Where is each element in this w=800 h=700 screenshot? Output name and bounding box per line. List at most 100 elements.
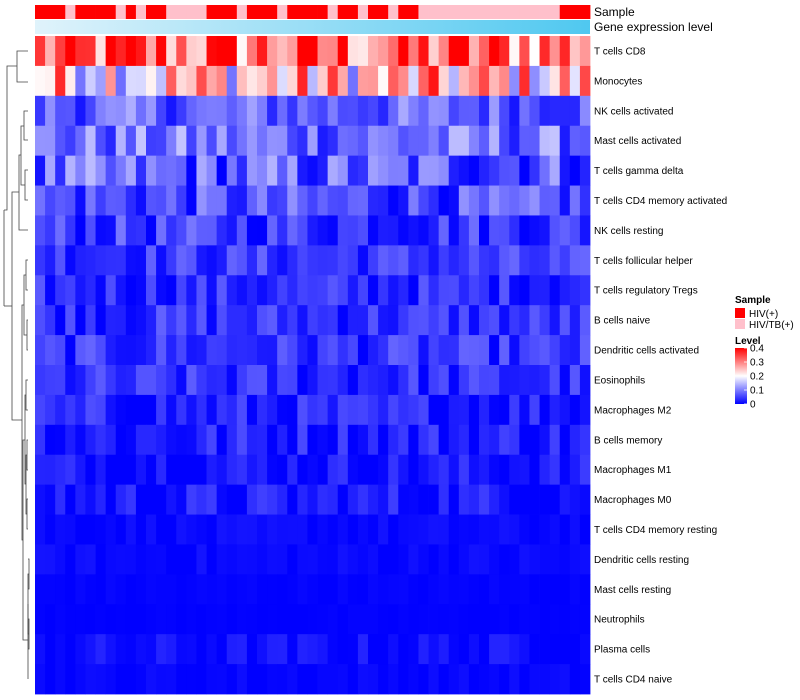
heatmap-cell	[246, 365, 258, 396]
heatmap-cell	[45, 634, 56, 665]
heatmap-cell	[186, 36, 197, 67]
heatmap-cell	[196, 65, 207, 97]
heatmap-cell	[398, 305, 409, 336]
heatmap-cell	[418, 95, 429, 127]
heatmap-cell	[216, 215, 228, 246]
heatmap-cell	[267, 544, 278, 575]
heatmap-cell	[529, 275, 540, 306]
heatmap-cell	[529, 424, 540, 456]
heatmap-cell	[357, 305, 369, 336]
heatmap-cell	[378, 335, 389, 366]
heatmap-cell	[428, 634, 440, 665]
heatmap-cell	[135, 365, 147, 396]
heatmap-cell	[347, 454, 359, 486]
heatmap-cell	[569, 95, 581, 127]
heatmap-cell	[35, 394, 46, 426]
heatmap-cell	[196, 95, 207, 127]
heatmap-cell	[509, 185, 520, 216]
heatmap-cell	[398, 95, 409, 127]
heatmap-cell	[347, 65, 359, 97]
heatmap-cell	[579, 245, 591, 276]
heatmap-cell	[317, 155, 329, 186]
heatmap-cell	[428, 574, 440, 605]
heatmap-cell	[448, 424, 460, 456]
sample-annotation-cell	[569, 5, 581, 19]
heatmap-cell	[206, 365, 218, 396]
heatmap-cell	[327, 664, 339, 695]
heatmap-cell	[519, 155, 530, 186]
heatmap-cell	[236, 215, 248, 246]
heatmap-cell	[45, 305, 56, 336]
sample-annotation-cell	[246, 5, 258, 19]
heatmap-cell	[448, 185, 460, 216]
heatmap-cell	[236, 185, 248, 216]
heatmap-cell	[146, 36, 157, 67]
heatmap-cell	[408, 454, 419, 486]
heatmap-cell	[287, 574, 298, 605]
heatmap-cell	[549, 65, 561, 97]
heatmap-cell	[65, 65, 76, 97]
heatmap-cell	[297, 484, 308, 515]
heatmap-cell	[216, 634, 228, 665]
heatmap-cell	[357, 275, 369, 306]
heatmap-cell	[337, 424, 349, 456]
heatmap-cell	[85, 604, 96, 635]
heatmap-cell	[347, 484, 359, 515]
heatmap-cell	[418, 335, 429, 366]
heatmap-cell	[186, 185, 197, 216]
heatmap-cell	[519, 185, 530, 216]
heatmap-cell	[55, 514, 66, 545]
heatmap-cell	[176, 335, 187, 366]
heatmap-cell	[85, 424, 96, 456]
heatmap-cell	[277, 155, 288, 186]
heatmap-cell	[206, 394, 218, 426]
heatmap-cell	[125, 185, 137, 216]
heatmap-cell	[378, 484, 389, 515]
heatmap-cell	[549, 155, 561, 186]
heatmap-cell	[549, 394, 561, 426]
heatmap-cell	[236, 604, 248, 635]
heatmap-cell	[257, 215, 268, 246]
heatmap-cell	[45, 65, 56, 97]
row-label: T cells CD4 memory resting	[594, 525, 717, 536]
heatmap-cell	[216, 424, 228, 456]
heatmap-cell	[55, 544, 66, 575]
heatmap-cell	[95, 125, 107, 157]
heatmap-cell	[216, 604, 228, 635]
heatmap-cell	[398, 424, 409, 456]
heatmap-cell	[579, 634, 591, 665]
heatmap-cell	[529, 664, 540, 695]
heatmap-cell	[499, 514, 510, 545]
heatmap-cell	[408, 544, 419, 575]
heatmap-cell	[398, 245, 409, 276]
heatmap-cell	[468, 454, 480, 486]
heatmap-cell	[479, 185, 490, 216]
heatmap-cell	[105, 65, 117, 97]
heatmap-cell	[529, 514, 540, 545]
heatmap-cell	[448, 394, 460, 426]
heatmap-cell	[509, 574, 520, 605]
heatmap-cell	[559, 335, 571, 366]
heatmap-cell	[327, 484, 339, 515]
heatmap-cell	[317, 65, 329, 97]
heatmap-cell	[196, 305, 207, 336]
heatmap-cell	[196, 394, 207, 426]
heatmap-cell	[468, 335, 480, 366]
heatmap-cell	[246, 275, 258, 306]
heatmap-cell	[216, 394, 228, 426]
heatmap-cell	[115, 604, 127, 635]
heatmap-cell	[196, 454, 207, 486]
row-label: T cells CD4 naive	[594, 675, 673, 686]
heatmap-cell	[579, 185, 591, 216]
heatmap-cell	[135, 604, 147, 635]
heatmap-cell	[428, 185, 440, 216]
heatmap-cell	[236, 634, 248, 665]
heatmap-cell	[277, 454, 288, 486]
heatmap-cell	[539, 574, 551, 605]
heatmap-cell	[418, 634, 429, 665]
heatmap-cell	[569, 65, 581, 97]
sample-annotation-cell	[55, 5, 66, 19]
heatmap-cell	[287, 95, 298, 127]
heatmap-cell	[388, 155, 399, 186]
heatmap-cell	[267, 275, 278, 306]
